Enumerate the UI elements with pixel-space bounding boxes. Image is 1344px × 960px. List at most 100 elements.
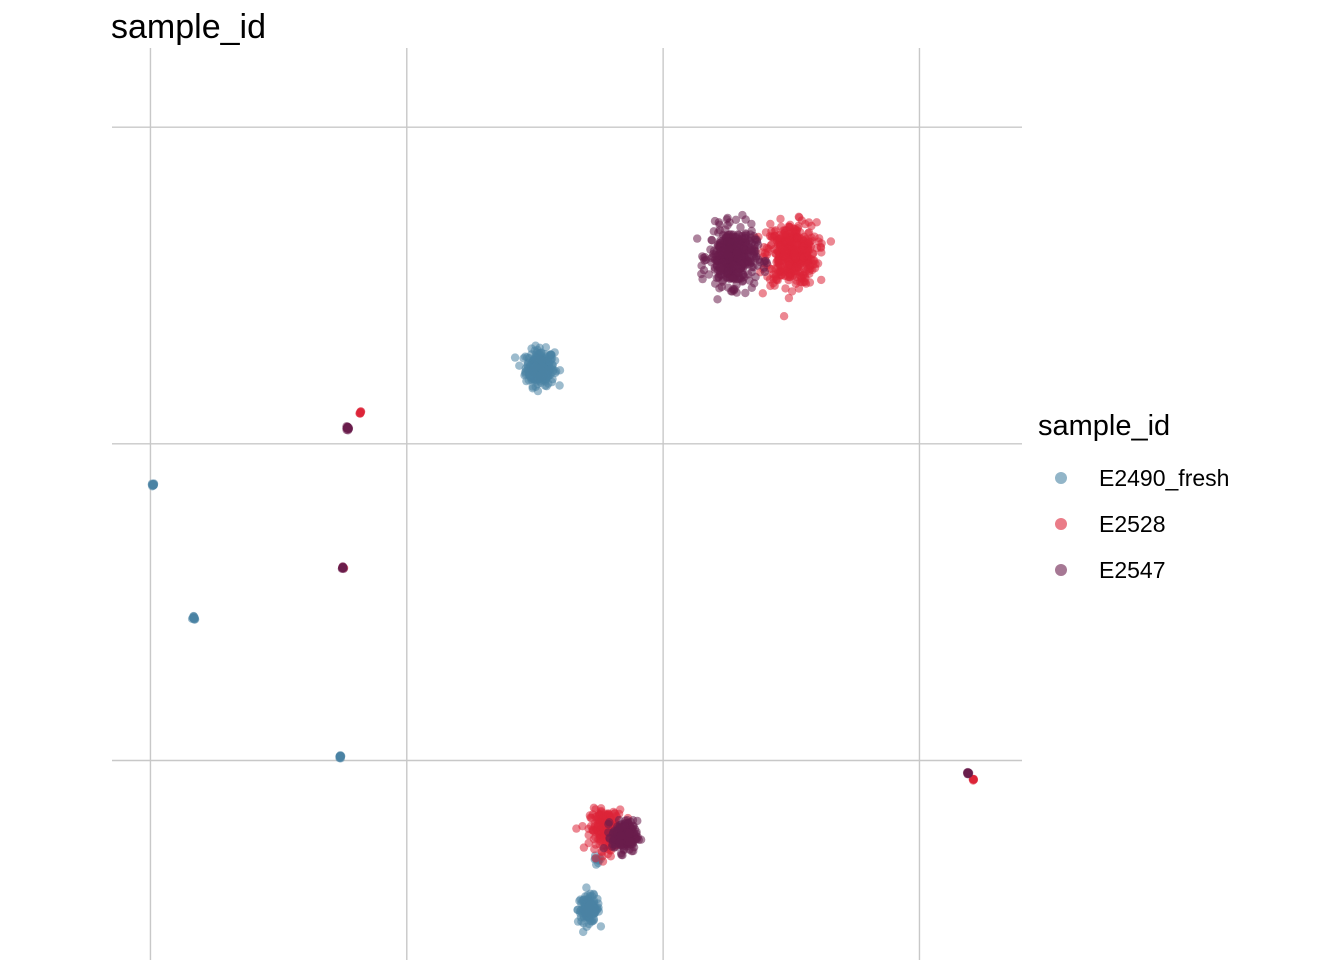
- point-E2528-0-416: [799, 253, 808, 262]
- point-E2490_fresh-5-13: [335, 753, 345, 762]
- point-E2490_fresh-0-223: [555, 366, 565, 375]
- point-E2547-0-399: [761, 256, 770, 266]
- legend-label-E2528: E2528: [1099, 510, 1166, 537]
- point-E2490_fresh-0-175: [510, 353, 520, 362]
- legend-items: E2490_fresh E2528 E2547: [1038, 455, 1229, 593]
- point-E2490_fresh-1-129: [584, 902, 593, 911]
- point-E2490_fresh-0-237: [550, 348, 559, 357]
- point-E2547-0-376: [747, 283, 756, 292]
- point-E2547-1-191: [627, 847, 636, 856]
- point-E2528-4-7: [356, 408, 365, 418]
- point-E2528-1-215: [572, 824, 581, 833]
- point-E2528-0-89: [817, 275, 826, 285]
- point-E2547-0-417: [707, 253, 716, 263]
- point-E2528-0-354: [815, 234, 824, 243]
- point-E2528-0-279: [791, 279, 800, 288]
- point-E2547-0-373: [753, 261, 762, 270]
- legend-key-E2490_fresh: [1055, 472, 1067, 484]
- point-E2547-0-280: [722, 215, 731, 224]
- point-E2528-0-334: [771, 226, 780, 235]
- point-E2528-1-207: [579, 843, 589, 852]
- series-E2490_fresh: [147, 341, 606, 937]
- point-E2528-1-219: [586, 813, 595, 822]
- point-E2547-0-410: [723, 250, 732, 259]
- point-E2528-0-383: [767, 240, 776, 249]
- legend-item-E2528: E2528: [1038, 501, 1229, 547]
- point-E2547-2-11: [339, 562, 348, 571]
- point-E2528-0-217: [784, 293, 794, 303]
- point-E2490_fresh-1-119: [589, 916, 598, 925]
- legend-title: sample_id: [1038, 410, 1171, 442]
- point-E2547-0-393: [700, 253, 710, 262]
- point-E2528-0-378: [797, 274, 806, 283]
- point-E2490_fresh-0-257: [521, 367, 530, 376]
- point-E2490_fresh-0-249: [547, 360, 557, 370]
- point-E2528-0-417: [780, 246, 789, 256]
- point-E2490_fresh-0-253: [533, 376, 542, 385]
- point-E2547-0-415: [729, 260, 738, 270]
- point-E2528-0-411: [797, 216, 806, 225]
- point-E2547-0-414: [725, 243, 734, 253]
- point-E2490_fresh-1-127: [579, 895, 588, 904]
- point-E2547-0-26: [713, 295, 722, 304]
- point-E2528-1-211: [594, 822, 603, 831]
- point-E2547-0-404: [716, 251, 725, 260]
- point-E2547-0-229: [731, 215, 741, 224]
- point-E2528-1-163: [598, 852, 607, 861]
- point-E2490_fresh-1-124: [593, 894, 602, 904]
- point-E2547-0-328: [707, 235, 716, 245]
- point-E2528-0-387: [781, 284, 790, 293]
- point-E2490_fresh-4-13: [189, 614, 199, 623]
- point-E2528-0-278: [769, 279, 778, 288]
- point-E2547-0-411: [733, 253, 743, 263]
- point-E2547-0-315: [693, 234, 702, 243]
- point-E2547-0-394: [718, 277, 727, 286]
- legend: sample_id E2490_fresh E2528 E2547: [1038, 410, 1229, 593]
- legend-item-E2490_fresh: E2490_fresh: [1038, 455, 1229, 501]
- point-E2547-0-374: [723, 267, 733, 276]
- point-E2547-3-13: [962, 768, 972, 777]
- point-E2547-1-164: [617, 850, 626, 860]
- point-E2528-0-360: [784, 222, 793, 231]
- point-E2528-0-419: [780, 271, 789, 281]
- point-E2490_fresh-0-204: [523, 353, 532, 362]
- points-layer: [147, 210, 979, 937]
- point-E2547-0-398: [728, 274, 737, 283]
- series-E2547: [337, 210, 974, 860]
- point-E2528-0-418: [784, 261, 793, 271]
- point-E2547-0-418: [732, 247, 742, 256]
- point-E2528-1-217: [598, 815, 608, 824]
- point-E2490_fresh-0-222: [547, 354, 557, 363]
- point-E2528-0-377: [811, 259, 820, 269]
- point-E2528-0-408: [791, 252, 800, 261]
- point-E2547-0-400: [749, 251, 759, 261]
- point-E2528-0-353: [771, 272, 781, 281]
- legend-item-E2547: E2547: [1038, 547, 1229, 593]
- point-E2528-0-94: [776, 214, 785, 224]
- point-E2490_fresh-1-54: [596, 922, 606, 931]
- point-E2547-1-198: [624, 828, 634, 838]
- point-E2528-0-396: [804, 218, 814, 227]
- point-E2528-1-89: [590, 845, 599, 854]
- point-E2547-1-199: [616, 831, 626, 840]
- grid-layer: [112, 48, 1022, 960]
- point-E2547-0-389: [751, 235, 760, 244]
- series-E2528: [338, 212, 979, 866]
- point-E2547-0-163: [741, 288, 750, 298]
- point-E2547-1-98: [605, 818, 614, 827]
- point-E2490_fresh-0-259: [529, 363, 539, 372]
- point-E2528-0-399: [761, 228, 771, 237]
- point-E2547-0-321: [709, 227, 718, 236]
- point-E2528-0-413: [771, 249, 780, 258]
- point-E2528-0-349: [766, 219, 775, 229]
- point-E2528-0-384: [772, 257, 781, 267]
- point-E2547-0-416: [760, 267, 770, 277]
- point-E2547-0-177: [747, 219, 756, 229]
- legend-label-E2490_fresh: E2490_fresh: [1099, 464, 1230, 491]
- point-E2528-0-342: [805, 278, 815, 287]
- point-E2528-0-406: [794, 263, 803, 272]
- point-E2528-0-76: [787, 287, 797, 296]
- point-E2547-0-375: [698, 274, 707, 284]
- point-E2528-0-96: [826, 237, 836, 246]
- chart-title: sample_id: [111, 8, 266, 46]
